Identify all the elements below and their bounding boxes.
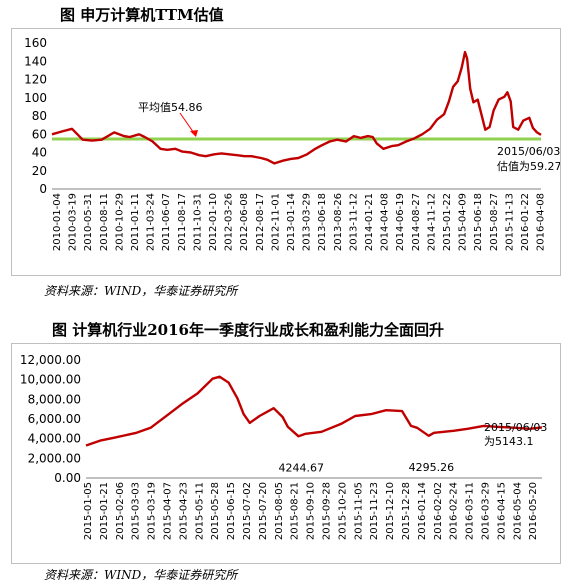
x-tick-label: 2013-08-26 — [333, 193, 344, 251]
y-tick-label: 0.00 — [54, 471, 81, 485]
chart2-source: 资料来源：WIND，华泰证券研究所 — [44, 568, 238, 582]
end-value-label: 估值为59.27 — [497, 160, 560, 173]
x-tick-label: 2012-11-01 — [270, 193, 281, 251]
x-tick-label: 2016-03-29 — [481, 482, 492, 540]
y-tick-label: 8,000.00 — [28, 392, 81, 406]
x-tick-label: 2014-04-08 — [380, 193, 391, 251]
chart1-svg: 0 20 40 60 80 100 120 140 160 2010-01-04 2010-03-1… — [24, 36, 561, 251]
x-tick-label: 2012-08-17 — [255, 193, 266, 251]
chart1-title: 图 申万计算机TTM估值 — [60, 6, 224, 24]
x-tick-label: 2016-02-24 — [449, 482, 460, 540]
chart2-panel: 0.00 2,000.00 4,000.00 6,000.00 8,000.00 10,0… — [11, 343, 561, 564]
x-tick-label: 2015-03-19 — [147, 482, 158, 540]
x-tick-label: 2012-06-08 — [239, 193, 250, 251]
end-date-label: 2015/06/03 — [497, 145, 560, 158]
x-tick-label: 2015-09-28 — [322, 482, 333, 540]
x-tick-label: 2014-06-19 — [395, 193, 406, 251]
x-tick-label: 2016-02-02 — [433, 482, 444, 540]
chart1-source: 资料来源：WIND，华泰证券研究所 — [44, 284, 238, 298]
x-tick-label: 2016-03-11 — [465, 482, 476, 540]
x-tick-label: 2011-06-07 — [161, 193, 172, 251]
x-tick-label: 2015-11-13 — [504, 193, 515, 251]
x-tick-label: 2015-11-23 — [369, 482, 380, 540]
series-line — [51, 50, 542, 165]
low-label-1: 4244.67 — [279, 461, 325, 474]
x-tick-label: 2013-03-29 — [302, 193, 313, 251]
x-tick-label: 2015-12-10 — [385, 482, 396, 540]
y-tick-label: 20 — [32, 164, 47, 178]
series-line — [85, 375, 543, 447]
y-tick-label: 160 — [24, 36, 47, 50]
x-tick-label: 2015-05-28 — [210, 482, 221, 540]
low-label-2: 4295.26 — [409, 461, 455, 474]
y-tick-label: 60 — [32, 127, 47, 141]
x-tick-label: 2016-01-14 — [417, 482, 428, 540]
chart1-panel: 0 20 40 60 80 100 120 140 160 2010-01-04 2010-03-1… — [11, 28, 562, 276]
x-tick-label: 2015-11-05 — [353, 482, 364, 540]
x-tick-label: 2015-01-21 — [99, 482, 110, 540]
x-tick-label: 2015-06-18 — [473, 193, 484, 251]
x-tick-label: 2015-12-28 — [401, 482, 412, 540]
x-tick-label: 2013-06-18 — [317, 193, 328, 251]
x-tick-label: 2015-08-05 — [274, 482, 285, 540]
y-tick-label: 2,000.00 — [28, 451, 81, 465]
x-tick-label: 2010-03-19 — [68, 193, 79, 251]
x-tick-label: 2013-11-12 — [348, 193, 359, 251]
avg-arrow-head — [190, 129, 198, 137]
x-tick-label: 2015-09-10 — [306, 482, 317, 540]
x-tick-label: 2016-04-08 — [536, 193, 547, 251]
x-tick-label: 2015-07-02 — [242, 482, 253, 540]
x-tick-label: 2015-04-07 — [163, 482, 174, 540]
x-tick-label: 2011-08-17 — [177, 193, 188, 251]
y-tick-label: 10,000.00 — [20, 373, 81, 387]
avg-label: 平均值54.86 — [138, 101, 203, 114]
chart2-svg: 0.00 2,000.00 4,000.00 6,000.00 8,000.00 10,0… — [20, 353, 547, 540]
x-tick-label: 2010-08-11 — [99, 193, 110, 251]
x-tick-label: 2010-10-29 — [114, 193, 125, 251]
chart2-title: 图 计算机行业2016年一季度行业成长和盈利能力全面回升 — [52, 321, 444, 339]
x-tick-label: 2015-05-11 — [194, 482, 205, 540]
x-tick-label: 2015-03-03 — [131, 482, 142, 540]
x-tick-label: 2012-01-10 — [208, 193, 219, 251]
x-tick-label: 2016-01-22 — [520, 193, 531, 251]
x-tick-label: 2013-01-14 — [286, 193, 297, 251]
x-tick-label: 2015-07-20 — [258, 482, 269, 540]
x-tick-label: 2014-08-27 — [411, 193, 422, 251]
x-tick-label: 2015-04-09 — [458, 193, 469, 251]
x-tick-label: 2015-06-15 — [226, 482, 237, 540]
end-value-label: 为5143.1 — [484, 435, 534, 448]
x-tick-label: 2014-01-21 — [364, 193, 375, 251]
x-tick-label: 2015-08-21 — [290, 482, 301, 540]
x-tick-label: 2015-04-23 — [178, 482, 189, 540]
x-tick-label: 2012-03-26 — [224, 193, 235, 251]
x-tick-label: 2014-11-12 — [426, 193, 437, 251]
x-tick-label: 2011-01-11 — [130, 193, 141, 251]
x-tick-label: 2015-01-22 — [442, 193, 453, 251]
x-tick-label: 2015-01-05 — [83, 482, 94, 540]
x-tick-label: 2015-02-06 — [115, 482, 126, 540]
x-tick-label: 2010-05-31 — [83, 193, 94, 251]
x-tick-label: 2015-08-27 — [489, 193, 500, 251]
x-tick-label: 2016-04-15 — [496, 482, 507, 540]
y-tick-label: 40 — [32, 146, 47, 160]
x-tick-label: 2016-05-20 — [528, 482, 539, 540]
y-tick-label: 4,000.00 — [28, 432, 81, 446]
x-tick-label: 2016-05-04 — [512, 482, 523, 540]
y-tick-label: 6,000.00 — [28, 412, 81, 426]
y-tick-label: 0 — [39, 182, 47, 196]
end-date-label: 2015/06/03 — [484, 421, 547, 434]
y-tick-label: 140 — [24, 54, 47, 68]
x-tick-label: 2010-01-04 — [52, 193, 63, 251]
y-tick-label: 80 — [32, 109, 47, 123]
x-tick-label: 2011-10-31 — [192, 193, 203, 251]
y-tick-label: 120 — [24, 73, 47, 87]
x-tick-label: 2015-10-20 — [337, 482, 348, 540]
x-tick-label: 2011-03-24 — [146, 193, 157, 251]
y-tick-label: 12,000.00 — [20, 353, 81, 367]
y-tick-label: 100 — [24, 91, 47, 105]
